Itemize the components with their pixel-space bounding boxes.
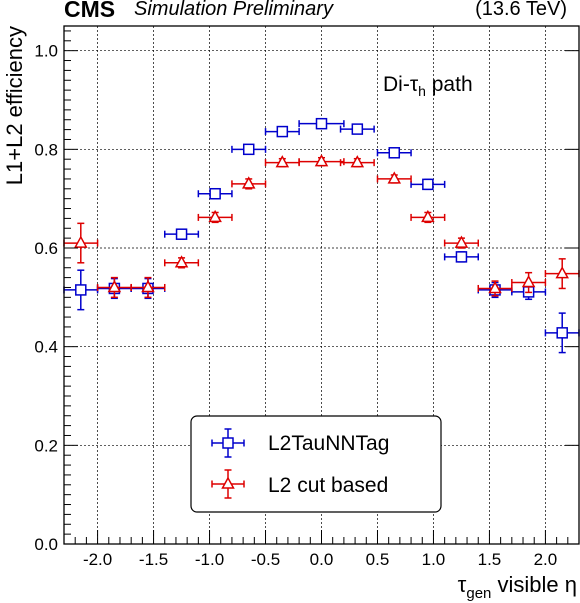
data-marker	[75, 284, 87, 296]
data-marker	[208, 209, 222, 223]
data-point	[231, 143, 267, 156]
data-marker	[141, 279, 155, 293]
data-point	[443, 235, 479, 249]
data-point	[130, 276, 166, 299]
data-point	[298, 154, 345, 167]
data-point	[376, 171, 412, 184]
x-tick-label: -0.5	[251, 550, 280, 569]
data-point	[197, 187, 233, 200]
series-l2-cut-based	[63, 154, 580, 299]
data-point	[544, 312, 580, 354]
data-marker	[387, 171, 402, 184]
legend: L2TauNNTag L2 cut based	[190, 415, 442, 513]
data-point	[298, 117, 345, 130]
x-tick-label: 0.0	[310, 550, 334, 569]
experiment-label: CMS	[64, 0, 116, 22]
data-point	[197, 209, 233, 224]
x-tick-label: -2.0	[83, 550, 112, 569]
data-point	[339, 155, 375, 168]
legend-label-l2taunntag: L2TauNNTag	[268, 432, 389, 455]
data-point	[264, 155, 300, 168]
data-point	[443, 251, 479, 263]
data-point	[339, 123, 375, 135]
data-point	[264, 125, 300, 138]
data-marker	[241, 176, 256, 189]
data-point	[511, 271, 547, 294]
data-point	[231, 176, 267, 190]
data-marker	[421, 209, 435, 223]
data-marker	[521, 274, 536, 288]
data-marker	[107, 279, 122, 293]
data-marker	[556, 327, 568, 339]
data-point	[96, 276, 132, 299]
data-marker	[455, 251, 468, 263]
legend-box	[190, 415, 442, 513]
data-marker	[275, 155, 290, 168]
data-marker	[350, 155, 365, 168]
data-point	[477, 280, 513, 297]
y-tick-label: 0.2	[34, 436, 58, 455]
y-axis-label: L1+L2 efficiency	[2, 26, 27, 185]
y-tick-label: 0.4	[34, 338, 58, 357]
x-tick-label: 1.0	[422, 550, 446, 569]
x-tick-label: 0.5	[366, 550, 390, 569]
x-tick-label: -1.0	[195, 550, 224, 569]
legend-marker	[221, 476, 235, 489]
data-marker	[454, 235, 469, 248]
data-marker	[74, 235, 88, 248]
data-point	[164, 255, 200, 269]
legend-marker	[222, 437, 234, 449]
data-marker	[388, 147, 401, 159]
data-marker	[276, 125, 289, 138]
data-marker	[209, 187, 221, 200]
data-series	[63, 117, 580, 354]
legend-label-l2-cut-based: L2 cut based	[268, 474, 388, 497]
data-marker	[242, 143, 255, 156]
path-annotation: Di-τh path	[383, 73, 473, 99]
axis-ticks: -2.0 -1.5 -1.0 -0.5 0.0 0.5 1.0 1.5 2.0 0.0 0.2 0.4…	[34, 30, 580, 569]
data-marker	[314, 154, 329, 167]
y-tick-label: 0.6	[34, 239, 58, 258]
data-marker	[315, 117, 328, 130]
annotation-subscript: h	[418, 83, 426, 99]
x-axis-label-subscript: gen	[466, 585, 491, 602]
data-marker	[174, 255, 189, 268]
data-marker	[488, 280, 502, 294]
data-point	[410, 178, 446, 191]
data-marker	[175, 228, 188, 240]
energy-label: (13.6 TeV)	[475, 0, 567, 20]
y-tick-label: 0.0	[34, 535, 58, 554]
data-point	[63, 269, 99, 311]
data-point	[164, 228, 200, 240]
x-tick-label: -1.5	[139, 550, 168, 569]
y-tick-label: 1.0	[34, 42, 58, 61]
data-marker	[555, 266, 569, 279]
status-label: Simulation Preliminary	[134, 0, 333, 20]
data-point	[63, 222, 99, 264]
data-marker	[422, 178, 434, 191]
x-tick-label: 2.0	[534, 550, 558, 569]
data-marker	[351, 123, 364, 135]
x-axis-label: τgen visible η	[458, 572, 577, 602]
x-tick-label: 1.5	[478, 550, 502, 569]
data-point	[544, 258, 580, 290]
y-tick-label: 0.8	[34, 140, 58, 159]
legend-marker-l2-cut-based	[211, 469, 245, 499]
data-point	[410, 209, 446, 224]
legend-marker-l2taunntag	[211, 428, 245, 458]
series-l2taunntag	[63, 117, 580, 354]
data-point	[376, 147, 412, 159]
